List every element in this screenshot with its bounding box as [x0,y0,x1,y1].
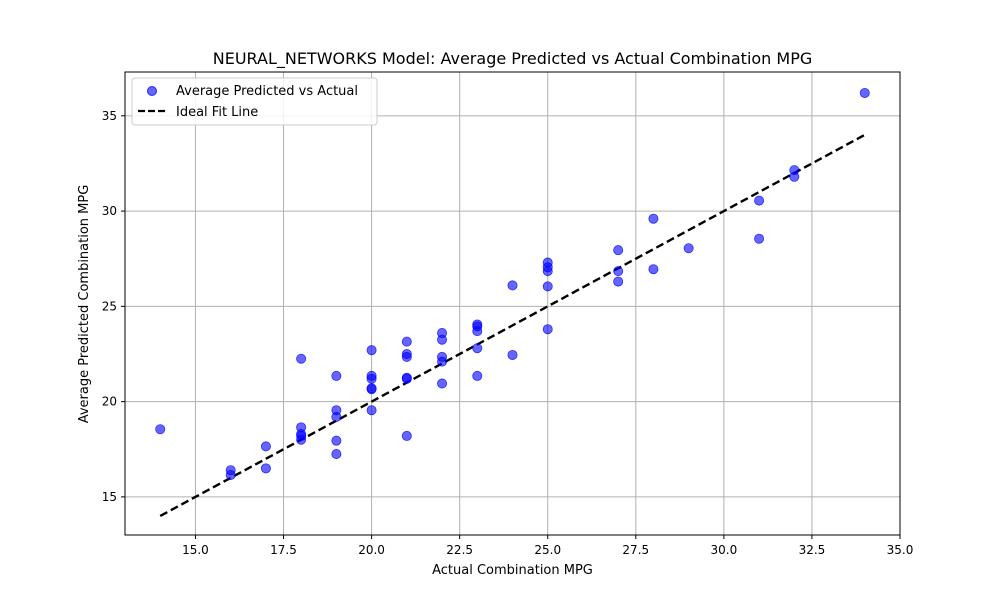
x-tick-label: 22.5 [446,543,473,557]
scatter-point [542,281,553,292]
scatter-point [789,171,800,182]
x-tick-label: 17.5 [270,543,297,557]
scatter-point [472,343,483,354]
y-tick-label: 35 [102,109,117,123]
scatter-point [155,424,166,435]
scatter-point [296,353,307,364]
scatter-point [331,411,342,422]
ideal-fit-line [159,133,866,518]
scatter-point [613,266,624,277]
scatter-point [472,370,483,381]
scatter-point [648,264,659,275]
plot-frame [124,71,901,536]
scatter-point [437,334,448,345]
scatter-point [401,336,412,347]
ideal-line-layer [159,133,866,518]
scatter-point [507,349,518,360]
legend: Average Predicted vs Actual Ideal Fit Li… [131,77,378,126]
scatter-point [331,435,342,446]
points-layer [155,87,870,480]
scatter-point [296,434,307,445]
scatter-point [260,441,271,452]
y-tick-label: 30 [102,204,117,218]
scatter-point [366,384,377,395]
scatter-point [542,266,553,277]
x-tick-label: 25.0 [534,543,561,557]
scatter-point [366,405,377,416]
x-tick-label: 20.0 [358,543,385,557]
y-axis-label: Average Predicted Combination MPG [77,185,92,424]
ticks-layer: 15.0 17.5 20.0 22.5 25.0 27.5 30.0 32.5 35.0 15 20… [102,109,914,557]
scatter-point [401,373,412,384]
x-axis-label: Actual Combination MPG [432,563,593,578]
legend-scatter-marker [147,86,157,96]
scatter-point [683,243,694,254]
legend-box [131,77,378,126]
scatter-point [542,324,553,335]
scatter-point [225,465,236,476]
scatter-point [507,280,518,291]
y-tick-label: 25 [102,299,117,313]
y-tick-label: 20 [102,395,117,409]
x-tick-label: 30.0 [711,543,738,557]
scatter-point [437,378,448,389]
x-tick-label: 27.5 [622,543,649,557]
scatter-point [437,356,448,367]
x-tick-label: 32.5 [799,543,826,557]
legend-scatter-label: Average Predicted vs Actual [176,84,358,99]
scatter-point [331,449,342,460]
scatter-point [331,370,342,381]
scatter-point [648,213,659,224]
scatter-point [260,463,271,474]
scatter-point [754,195,765,206]
scatter-point [613,276,624,287]
scatter-point [859,87,870,98]
scatter-point [366,373,377,384]
scatter-point [401,351,412,362]
legend-line-label: Ideal Fit Line [176,105,258,120]
chart-title: NEURAL_NETWORKS Model: Average Predicted… [213,49,813,69]
y-tick-label: 15 [102,490,117,504]
scatter-point [754,233,765,244]
x-tick-label: 35.0 [887,543,914,557]
scatter-point [401,430,412,441]
scatter-point [613,245,624,256]
scatter-point [472,326,483,337]
scatter-point [366,345,377,356]
x-tick-label: 15.0 [182,543,209,557]
